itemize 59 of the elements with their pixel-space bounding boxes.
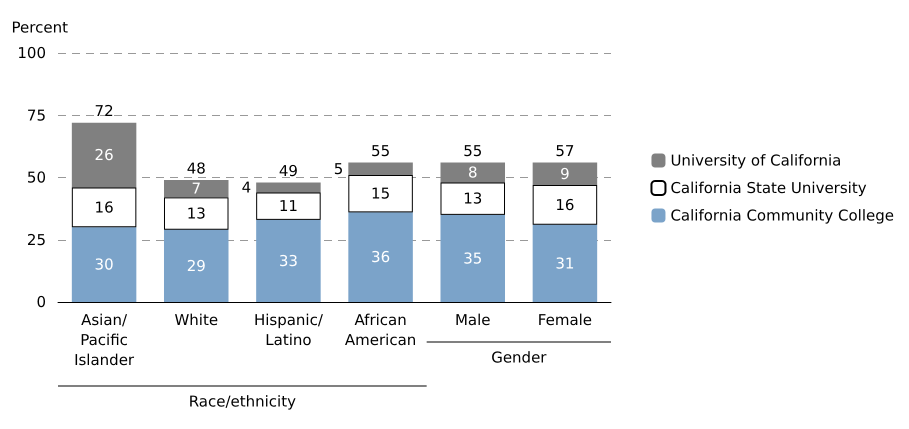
total-label: 55 (371, 142, 390, 160)
data-label: 30 (94, 256, 114, 274)
legend-label: University of California (670, 152, 842, 170)
bar (532, 162, 598, 185)
bar (72, 227, 136, 302)
data-label: 11 (278, 197, 298, 216)
x-tick-label: Asian/ Pacific Islander (74, 311, 135, 369)
total-label: 48 (186, 159, 206, 178)
y-tick-label: 0 (36, 293, 46, 311)
total-label: 72 (94, 102, 114, 120)
bar (440, 182, 506, 215)
bar (256, 220, 321, 302)
x-tick-label: White (174, 311, 218, 329)
data-label: 16 (555, 196, 574, 214)
bar (164, 197, 229, 230)
data-label: 5 (334, 160, 344, 178)
bar (348, 162, 413, 176)
x-tick-label: African American (344, 311, 416, 349)
data-label: 9 (560, 164, 570, 183)
y-axis-title: Percent (12, 18, 68, 36)
data-label: 4 (242, 178, 252, 196)
data-label: 26 (94, 146, 114, 164)
total-label: 49 (278, 162, 298, 180)
text: Gender (491, 348, 548, 366)
bar (164, 180, 229, 198)
total-label: 55 (463, 142, 482, 160)
bar (256, 182, 321, 192)
bar (440, 214, 506, 302)
bar (72, 187, 136, 228)
data-label: 33 (278, 252, 298, 270)
data-label: 13 (463, 190, 482, 208)
data-label: 36 (371, 248, 390, 266)
bar (532, 224, 598, 302)
text: Race/ethnicity (188, 392, 296, 410)
x-tick-label: Male (454, 311, 491, 329)
y-tick-label: 50 (26, 168, 46, 186)
bar (348, 212, 413, 302)
x-tick-label: Hispanic/ Latino (254, 311, 324, 349)
bar (256, 192, 321, 220)
data-label: 31 (555, 254, 574, 272)
total-label: 57 (555, 142, 574, 160)
data-label: 7 (191, 180, 202, 198)
data-label: 29 (186, 256, 206, 275)
bar (72, 122, 136, 188)
x-tick-label: Female (538, 311, 592, 329)
bar (440, 162, 506, 182)
legend-label: California State University (670, 179, 867, 197)
y-tick-label: 25 (26, 230, 46, 249)
legend-label: California Community College (670, 206, 894, 224)
data-label: 16 (94, 198, 114, 216)
data-label: 8 (468, 164, 478, 182)
y-tick-label: 100 (17, 44, 46, 62)
data-label: 15 (371, 184, 390, 203)
bar (532, 184, 598, 225)
bar (164, 230, 229, 302)
y-tick-label: 75 (26, 106, 46, 124)
data-label: 13 (186, 204, 206, 223)
bar (348, 175, 413, 212)
data-label: 35 (463, 249, 482, 268)
